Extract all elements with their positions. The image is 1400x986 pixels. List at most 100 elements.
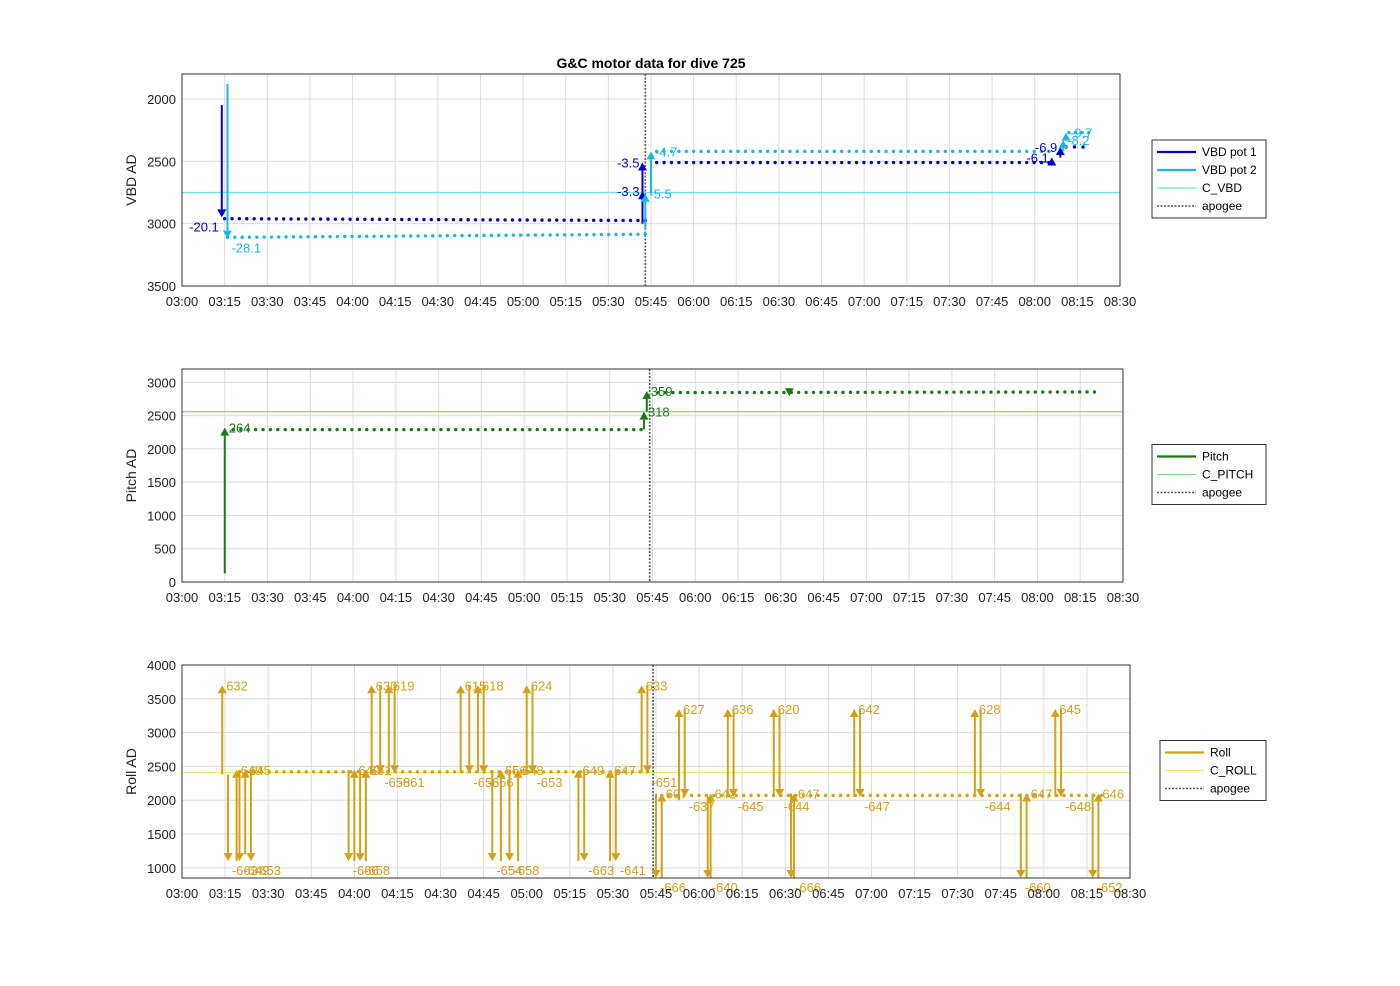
vbd-data-point — [721, 149, 725, 154]
roll-event-label: -666 — [795, 880, 821, 895]
pitch-data-point — [416, 427, 421, 432]
vbd-data-point — [788, 149, 792, 154]
pitch-data-point — [1018, 390, 1023, 394]
vbd-data-point — [943, 149, 948, 154]
vbd-data-point — [803, 149, 807, 154]
vbd-data-point — [810, 149, 814, 154]
vbd-panel: -20.1 -28.1 -3.3 -3.5 -5.5 -4.7 -6.1-6.9 -8.2-9… — [123, 73, 1136, 309]
roll-event-arrowhead — [1093, 793, 1103, 802]
roll-event-label: 620 — [778, 702, 800, 717]
vbd-data-point — [482, 233, 486, 238]
vbd-data-point — [422, 217, 426, 222]
vbd-data-point — [832, 160, 837, 165]
roll-event-arrowhead — [789, 793, 799, 802]
roll-event-label: 607 — [666, 786, 688, 801]
vbd-data-point — [1010, 160, 1014, 165]
pitch-data-point — [937, 390, 941, 394]
roll-data-point — [734, 793, 738, 798]
vbd-data-point — [706, 160, 711, 165]
roll-data-point — [950, 793, 954, 798]
roll-event-arrowhead — [344, 853, 354, 862]
roll-data-point — [667, 793, 671, 798]
vbd-event-label: -6.9 — [1035, 140, 1057, 155]
vbd-data-point — [621, 232, 626, 237]
pitch-data-point — [915, 390, 919, 394]
vbd-data-point — [365, 234, 369, 239]
pitch-data-point — [483, 427, 488, 432]
vbd-data-point — [936, 160, 940, 165]
roll-event-label: 651 — [370, 763, 392, 778]
roll-data-point — [801, 793, 805, 798]
pitch-y-axis-label: Pitch AD — [123, 449, 139, 503]
roll-event-arrowhead — [1056, 788, 1066, 797]
vbd-event-arrowhead — [1058, 140, 1068, 149]
vbd-data-point — [980, 160, 985, 165]
vbd-data-point — [869, 149, 874, 154]
vbd-data-point — [758, 149, 762, 154]
roll-data-point — [356, 770, 360, 774]
vbd-data-point — [363, 217, 367, 221]
pitch-data-point — [893, 390, 897, 394]
pitch-data-point — [922, 390, 927, 394]
vbd-event-arrowhead — [637, 162, 647, 171]
vbd-data-point — [988, 160, 992, 165]
roll-x-tick-label: 06:30 — [769, 886, 802, 901]
roll-data-point — [838, 793, 843, 798]
vbd-data-point — [299, 235, 303, 239]
roll-x-tick-label: 06:15 — [726, 886, 759, 901]
roll-data-point — [831, 793, 835, 798]
vbd-data-point — [423, 234, 428, 238]
vbd-data-point — [240, 235, 244, 239]
vbd-data-point — [795, 160, 800, 165]
roll-event-label: 619 — [393, 678, 415, 693]
pitch-data-point — [631, 427, 636, 432]
roll-event-label: 636 — [732, 702, 754, 717]
vbd-data-point — [751, 149, 755, 154]
roll-data-point — [928, 793, 932, 798]
vbd-data-point — [832, 149, 837, 154]
roll-event-arrowhead — [390, 765, 400, 774]
vbd-data-point — [333, 217, 338, 221]
roll-event-label: 645 — [1059, 702, 1081, 717]
vbd-data-point — [606, 232, 611, 237]
roll-event-arrowhead — [775, 788, 785, 797]
pitch-axes-frame — [181, 368, 1124, 583]
roll-x-tick-label: 06:00 — [683, 886, 716, 901]
vbd-x-tick-label: 07:30 — [933, 294, 966, 309]
vbd-data-point — [691, 160, 696, 165]
vbd-data-point — [438, 234, 442, 238]
roll-event-label: -656 — [473, 775, 499, 790]
pitch-data-point — [900, 390, 904, 394]
roll-event-arrowhead — [657, 793, 667, 802]
pitch-data-point — [981, 390, 986, 394]
vbd-x-tick-label: 03:15 — [208, 294, 241, 309]
pitch-data-point — [752, 390, 757, 395]
vbd-data-point — [914, 149, 918, 154]
roll-event-arrowhead — [970, 708, 980, 717]
vbd-event-label: -20.1 — [189, 219, 219, 234]
vbd-data-point — [540, 218, 544, 222]
vbd-data-point — [914, 160, 918, 165]
pitch-data-point — [290, 427, 295, 432]
pitch-data-point — [870, 390, 875, 395]
pitch-x-tick-label: 07:45 — [978, 590, 1011, 605]
roll-data-point — [890, 793, 895, 798]
roll-data-point — [438, 770, 442, 774]
pitch-data-point — [686, 390, 690, 395]
roll-x-tick-label: 03:15 — [209, 886, 242, 901]
roll-data-point — [519, 770, 523, 774]
vbd-data-point — [274, 217, 278, 221]
pitch-data-point — [565, 427, 569, 432]
roll-y-tick-label: 2000 — [147, 793, 176, 808]
vbd-data-point — [233, 235, 237, 240]
pitch-x-tick-label: 06:15 — [722, 590, 755, 605]
roll-event-label: 645 — [249, 763, 271, 778]
vbd-data-point — [348, 217, 352, 221]
pitch-data-point — [335, 427, 339, 432]
pitch-data-point — [1004, 390, 1008, 394]
roll-x-tick-label: 04:30 — [424, 886, 457, 901]
pitch-x-tick-label: 05:15 — [551, 590, 584, 605]
roll-event-label: 642 — [715, 786, 737, 801]
